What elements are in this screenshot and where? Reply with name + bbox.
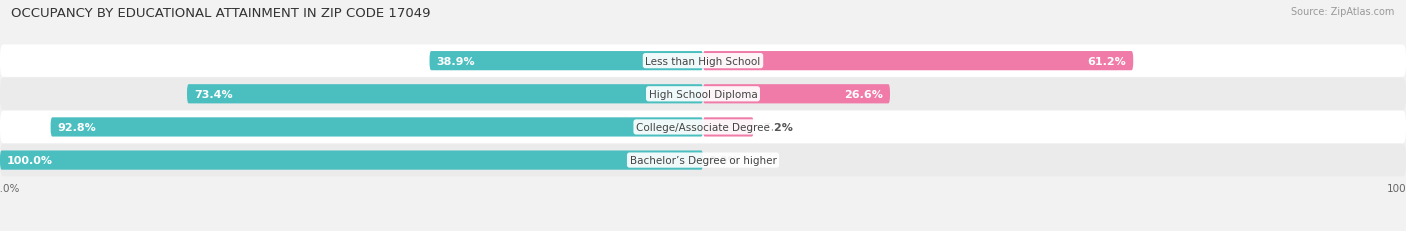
Text: 92.8%: 92.8%	[58, 122, 97, 132]
Text: Less than High School: Less than High School	[645, 56, 761, 66]
FancyBboxPatch shape	[51, 118, 703, 137]
Text: OCCUPANCY BY EDUCATIONAL ATTAINMENT IN ZIP CODE 17049: OCCUPANCY BY EDUCATIONAL ATTAINMENT IN Z…	[11, 7, 430, 20]
Text: 0.0%: 0.0%	[709, 155, 740, 165]
FancyBboxPatch shape	[0, 151, 703, 170]
FancyBboxPatch shape	[703, 52, 1133, 71]
Text: 61.2%: 61.2%	[1087, 56, 1126, 66]
Text: Source: ZipAtlas.com: Source: ZipAtlas.com	[1291, 7, 1395, 17]
FancyBboxPatch shape	[0, 111, 1406, 143]
FancyBboxPatch shape	[703, 85, 890, 104]
FancyBboxPatch shape	[187, 85, 703, 104]
FancyBboxPatch shape	[0, 144, 1406, 176]
Legend: Owner-occupied, Renter-occupied: Owner-occupied, Renter-occupied	[591, 228, 815, 231]
Text: College/Associate Degree: College/Associate Degree	[636, 122, 770, 132]
Text: High School Diploma: High School Diploma	[648, 89, 758, 99]
FancyBboxPatch shape	[703, 118, 754, 137]
Text: 73.4%: 73.4%	[194, 89, 232, 99]
Text: 38.9%: 38.9%	[436, 56, 475, 66]
Text: 7.2%: 7.2%	[762, 122, 793, 132]
Text: 26.6%: 26.6%	[844, 89, 883, 99]
FancyBboxPatch shape	[430, 52, 703, 71]
FancyBboxPatch shape	[0, 45, 1406, 78]
FancyBboxPatch shape	[0, 78, 1406, 111]
Text: 100.0%: 100.0%	[7, 155, 53, 165]
Text: Bachelor’s Degree or higher: Bachelor’s Degree or higher	[630, 155, 776, 165]
